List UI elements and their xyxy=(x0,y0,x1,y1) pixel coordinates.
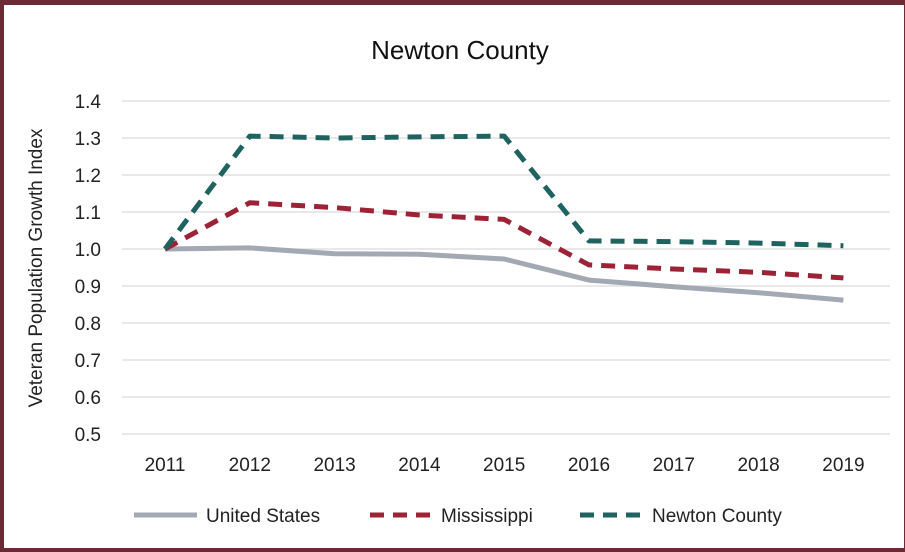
y-tick-label: 1.1 xyxy=(75,203,101,224)
y-axis-label: Veteran Population Growth Index xyxy=(26,128,47,407)
series-lines xyxy=(163,133,844,303)
chart-title: Newton County xyxy=(371,35,549,65)
x-tick-label: 2017 xyxy=(653,455,695,476)
legend-label: United States xyxy=(206,506,320,527)
x-tick-label: 2014 xyxy=(398,455,441,476)
y-tick-label: 0.8 xyxy=(75,314,101,335)
y-tick-label: 1.3 xyxy=(75,129,101,150)
x-tick-label: 2011 xyxy=(145,455,186,476)
legend-label: Newton County xyxy=(652,506,782,527)
x-tick-label: 2018 xyxy=(737,455,779,476)
y-tick-label: 0.6 xyxy=(75,388,101,409)
y-tick-label: 1.2 xyxy=(75,166,101,187)
y-tick-label: 1.4 xyxy=(75,92,102,113)
y-tick-label: 1.0 xyxy=(75,240,101,261)
y-tick-label: 0.5 xyxy=(75,425,101,446)
x-tick-label: 2016 xyxy=(568,455,610,476)
x-tick-labels: 2011 2012 2013 2014 2015 2016 2017 2018 2019 xyxy=(145,455,865,476)
x-tick-label: 2013 xyxy=(313,455,355,476)
x-tick-label: 2015 xyxy=(483,455,525,476)
legend: United States Mississippi Newton County xyxy=(134,506,782,527)
series-line-newton-county xyxy=(163,133,844,251)
legend-label: Mississippi xyxy=(441,506,533,527)
x-tick-label: 2019 xyxy=(822,455,864,476)
x-tick-label: 2012 xyxy=(229,455,271,476)
y-tick-labels: 1.4 1.3 1.2 1.1 1.0 0.9 0.8 0.7 0.6 0.5 xyxy=(75,92,102,446)
y-tick-label: 0.9 xyxy=(75,277,101,298)
series-line-mississippi xyxy=(163,200,844,281)
y-tick-label: 0.7 xyxy=(75,351,101,372)
